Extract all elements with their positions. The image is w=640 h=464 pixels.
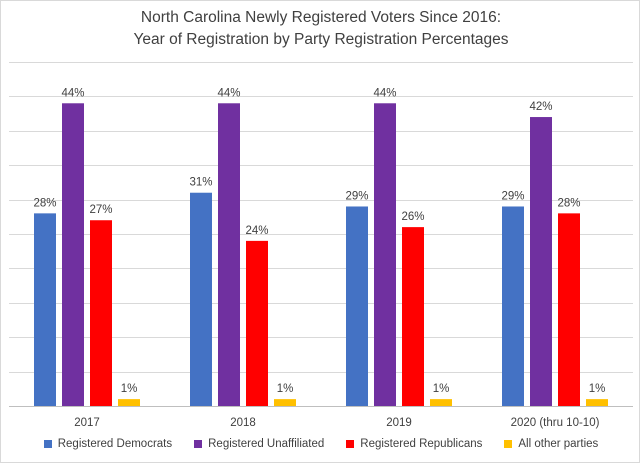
- data-label-registered-democrats-3: 29%: [345, 190, 368, 202]
- legend-swatch-unaffiliated: [194, 440, 203, 448]
- bar-registered-democrats-1: [34, 213, 56, 406]
- bar-all-other-parties-3: [430, 399, 452, 406]
- bar-registered-republicans-3: [402, 227, 424, 406]
- bar-registered-unaffiliated-4: [530, 117, 552, 406]
- legend-label-democrats: Registered Democrats: [57, 438, 173, 450]
- data-label-registered-democrats-1: 28%: [33, 197, 56, 209]
- legend-item-unaffiliated: Registered Unaffiliated: [194, 438, 324, 450]
- legend-swatch-republicans: [346, 440, 355, 448]
- bar-registered-unaffiliated-3: [374, 103, 396, 406]
- data-label-registered-unaffiliated-1: 44%: [61, 87, 84, 99]
- data-label-registered-republicans-2: 24%: [245, 225, 268, 237]
- bar-registered-republicans-2: [246, 240, 268, 406]
- data-label-registered-republicans-4: 28%: [557, 197, 580, 209]
- data-label-registered-unaffiliated-3: 44%: [373, 87, 396, 99]
- data-label-registered-democrats-2: 31%: [189, 177, 212, 189]
- data-label-registered-republicans-1: 27%: [89, 204, 112, 216]
- legend-item-republicans: Registered Republicans: [346, 438, 482, 450]
- data-label-all-other-parties-4: 1%: [589, 383, 606, 395]
- bar-registered-democrats-4: [502, 206, 524, 406]
- chart-subtitle: Year of Registration by Party Registrati…: [133, 31, 509, 48]
- legend-label-unaffiliated: Registered Unaffiliated: [208, 438, 325, 450]
- data-label-registered-republicans-3: 26%: [401, 211, 424, 223]
- legend-label-republicans: Registered Republicans: [360, 438, 483, 450]
- bar-registered-unaffiliated-1: [62, 103, 84, 406]
- data-label-all-other-parties-3: 1%: [433, 383, 450, 395]
- bar-registered-republicans-4: [558, 213, 580, 406]
- chart-title: North Carolina Newly Registered Voters S…: [140, 9, 502, 26]
- legend-label-other: All other parties: [518, 438, 599, 450]
- data-label-all-other-parties-1: 1%: [121, 383, 138, 395]
- legend-swatch-democrats: [43, 440, 52, 448]
- x-tick-label: 2018: [230, 417, 256, 429]
- bar-all-other-parties-4: [586, 399, 608, 406]
- bar-all-other-parties-2: [274, 399, 296, 406]
- data-label-registered-unaffiliated-4: 42%: [529, 101, 552, 113]
- x-tick-label: 2019: [386, 417, 412, 429]
- x-tick-label: 2020 (thru 10-10): [511, 417, 600, 429]
- x-tick-label: 2017: [74, 417, 100, 429]
- bar-registered-democrats-2: [190, 192, 212, 406]
- legend-item-other: All other parties: [504, 438, 598, 450]
- bar-registered-democrats-3: [346, 206, 368, 406]
- chart-title-block: North Carolina Newly Registered Voters S…: [1, 7, 640, 51]
- bar-all-other-parties-1: [118, 399, 140, 406]
- data-label-registered-unaffiliated-2: 44%: [217, 87, 240, 99]
- data-label-all-other-parties-2: 1%: [277, 383, 294, 395]
- legend: Registered Democrats Registered Unaffili…: [1, 434, 640, 454]
- legend-item-democrats: Registered Democrats: [43, 438, 173, 450]
- legend-swatch-other: [504, 440, 513, 448]
- data-label-registered-democrats-4: 29%: [501, 190, 524, 202]
- bar-registered-republicans-1: [90, 220, 112, 406]
- bar-registered-unaffiliated-2: [218, 103, 240, 406]
